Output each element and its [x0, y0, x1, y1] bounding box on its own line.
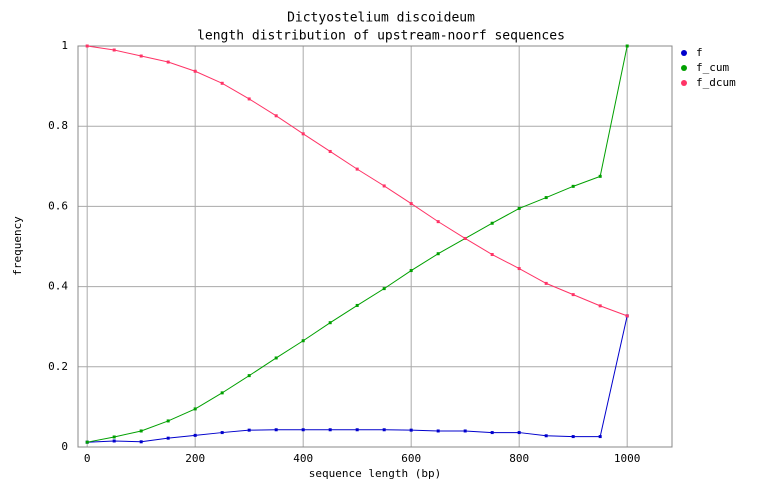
data-point — [247, 428, 251, 432]
data-point — [544, 196, 548, 200]
data-point — [274, 114, 278, 118]
data-point — [355, 428, 359, 432]
data-point — [274, 356, 278, 360]
data-point — [571, 293, 575, 297]
data-point — [328, 149, 332, 153]
data-point — [544, 434, 548, 438]
y-axis-label: frequency — [11, 216, 24, 276]
data-point — [490, 253, 494, 257]
plot-frame — [77, 45, 673, 448]
data-point — [247, 374, 251, 378]
data-point — [463, 236, 467, 240]
data-point — [193, 433, 197, 437]
series-line — [87, 45, 628, 443]
y-tick-label: 0.2 — [48, 360, 68, 373]
data-point — [517, 431, 521, 435]
data-point — [490, 221, 494, 225]
data-point — [274, 428, 278, 432]
data-point — [139, 440, 143, 444]
legend-marker — [681, 65, 687, 71]
x-tick-label: 800 — [509, 452, 529, 465]
data-point — [436, 220, 440, 224]
data-point — [139, 429, 143, 433]
data-point — [301, 339, 305, 343]
data-point — [166, 436, 170, 440]
data-point — [166, 419, 170, 423]
data-point — [382, 184, 386, 188]
data-point — [112, 435, 116, 439]
y-tick-label: 0.4 — [48, 280, 68, 293]
data-point — [382, 287, 386, 291]
legend-marker — [681, 80, 687, 86]
data-point — [301, 132, 305, 136]
data-point — [112, 48, 116, 52]
data-point — [436, 429, 440, 433]
data-point — [85, 440, 89, 444]
data-point — [355, 167, 359, 171]
legend-label: f — [696, 46, 703, 59]
data-point — [571, 435, 575, 439]
series-line — [87, 45, 628, 317]
chart-title: Dictyostelium discoideum — [287, 11, 475, 26]
data-point — [355, 303, 359, 307]
data-point — [598, 174, 602, 178]
legend-label: f_cum — [696, 61, 729, 74]
data-point — [598, 304, 602, 308]
data-point — [436, 252, 440, 256]
y-tick-label: 0.6 — [48, 199, 68, 212]
data-point — [85, 44, 89, 48]
data-point — [382, 428, 386, 432]
data-point — [193, 407, 197, 411]
y-tick-label: 1 — [61, 39, 68, 52]
data-point — [220, 391, 224, 395]
data-point — [625, 314, 629, 318]
data-point — [625, 44, 629, 48]
x-tick-label: 600 — [401, 452, 421, 465]
data-point — [409, 269, 413, 273]
data-point — [490, 431, 494, 435]
data-point — [139, 54, 143, 58]
x-tick-label: 200 — [185, 452, 205, 465]
data-point — [544, 281, 548, 285]
y-tick-label: 0.8 — [48, 119, 68, 132]
data-point — [301, 428, 305, 432]
x-axis-label: sequence length (bp) — [309, 467, 441, 480]
data-point — [220, 81, 224, 85]
data-point — [571, 184, 575, 188]
data-point — [193, 69, 197, 73]
data-point — [220, 431, 224, 435]
data-point — [328, 428, 332, 432]
data-point — [112, 439, 116, 443]
data-point — [166, 60, 170, 64]
chart-subtitle: length distribution of upstream-noorf se… — [197, 29, 565, 44]
x-tick-label: 1000 — [614, 452, 641, 465]
legend-label: f_dcum — [696, 76, 736, 89]
data-point — [409, 428, 413, 432]
y-tick-label: 0 — [61, 440, 68, 453]
data-point — [517, 267, 521, 271]
data-point — [409, 202, 413, 206]
data-point — [598, 435, 602, 439]
data-point — [517, 206, 521, 210]
x-tick-label: 400 — [293, 452, 313, 465]
data-point — [328, 321, 332, 325]
data-point — [247, 97, 251, 101]
x-tick-label: 0 — [84, 452, 91, 465]
data-point — [463, 429, 467, 433]
legend-marker — [681, 50, 687, 56]
series-line — [87, 315, 628, 443]
